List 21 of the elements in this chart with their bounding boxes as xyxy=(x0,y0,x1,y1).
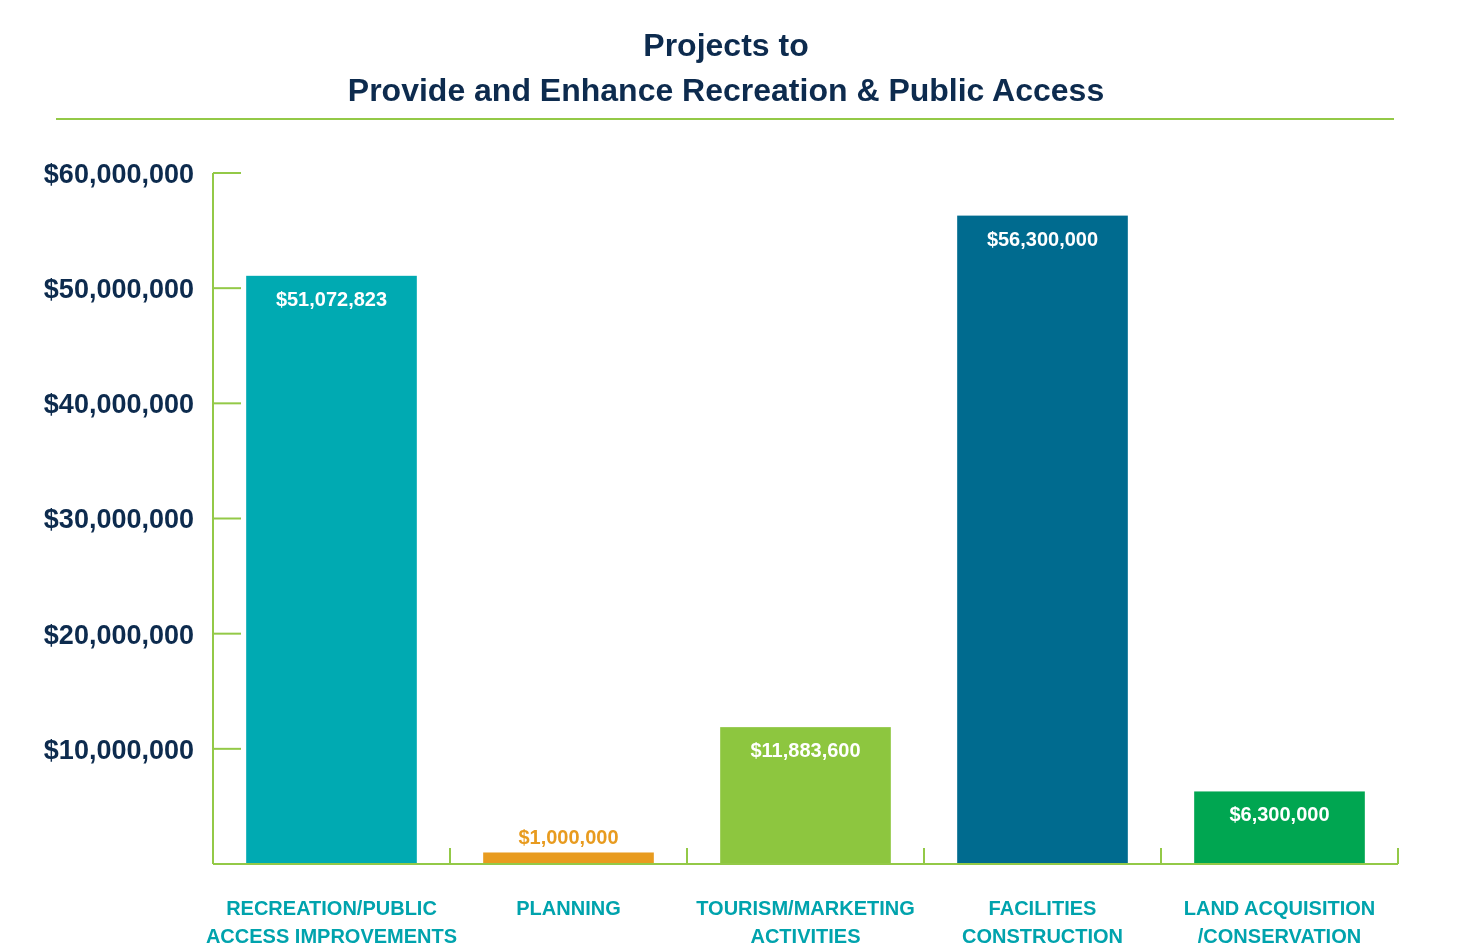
x-tick-label: PLANNING xyxy=(516,897,621,919)
bar xyxy=(483,852,654,864)
data-label: $1,000,000 xyxy=(518,826,619,849)
data-label: $51,072,823 xyxy=(275,287,388,310)
y-tick-label: $10,000,000 xyxy=(43,734,194,765)
y-tick-label: $60,000,000 xyxy=(43,158,194,189)
bar xyxy=(1194,791,1365,864)
y-tick-label: $50,000,000 xyxy=(43,274,194,305)
y-tick-label: $20,000,000 xyxy=(43,619,194,650)
x-tick-label: RECREATION/PUBLIC ACCESS IMPROVEMENTS xyxy=(205,897,458,947)
x-tick-label: LAND ACQUISITION /CONSERVATION xyxy=(1183,897,1376,947)
y-tick-label: $40,000,000 xyxy=(43,389,194,420)
x-tick-label: FACILITIES CONSTRUCTION xyxy=(961,897,1124,947)
y-tick-label: $30,000,000 xyxy=(43,504,194,535)
bar xyxy=(246,275,417,864)
chart-title: Projects to Provide and Enhance Recreation & Public Access xyxy=(347,27,1105,108)
x-tick-label: TOURISM/MARKETING ACTIVITIES xyxy=(696,897,915,947)
data-label: $6,300,000 xyxy=(1229,803,1330,826)
bar xyxy=(957,215,1128,864)
data-label: $11,883,600 xyxy=(750,739,861,762)
data-label: $56,300,000 xyxy=(986,227,1099,250)
